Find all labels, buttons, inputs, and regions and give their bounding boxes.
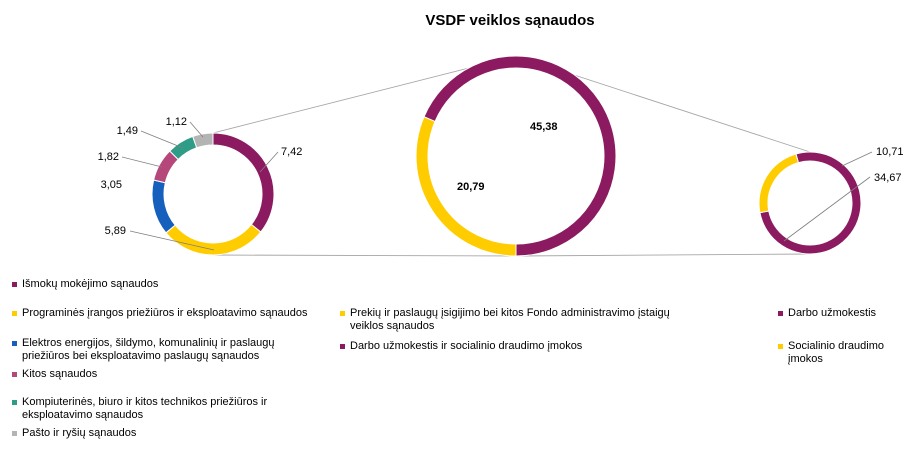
legend-label: Pašto ir ryšių sąnaudos — [22, 427, 137, 439]
legend-swatch — [12, 400, 17, 405]
legend-label: Elektros energijos, šildymo, komunalinių… — [22, 337, 275, 362]
slice — [165, 223, 262, 256]
leader-line — [841, 151, 873, 167]
legend-item: Kompiuterinės, biuro ir kitos technikos … — [12, 396, 292, 422]
data-label: 20,79 — [457, 181, 485, 193]
legend-swatch — [340, 344, 345, 349]
data-label: 45,38 — [530, 121, 558, 133]
data-label: 1,12 — [166, 116, 187, 128]
data-label: 7,42 — [281, 146, 302, 158]
legend-item: Programinės įrangos priežiūros ir eksplo… — [12, 307, 322, 320]
data-label: 5,89 — [105, 225, 126, 237]
legend-swatch — [12, 372, 17, 377]
legend-item: Darbo užmokestis — [778, 307, 898, 320]
slice — [192, 132, 214, 149]
legend-item: Kitos sąnaudos — [12, 368, 302, 381]
legend-item: Elektros energijos, šildymo, komunalinių… — [12, 337, 302, 363]
slice — [151, 179, 176, 234]
data-label: 34,67 — [874, 172, 902, 184]
connector-line — [212, 55, 517, 134]
legend-label: Išmokų mokėjimo sąnaudos — [22, 278, 159, 290]
slice — [423, 55, 617, 257]
legend-swatch — [340, 311, 345, 316]
chart-title: VSDF veiklos sąnaudos — [425, 12, 594, 29]
legend-label: Darbo užmokestis ir socialinio draudimo … — [350, 340, 583, 352]
connector-line — [212, 254, 517, 257]
legend-swatch — [12, 341, 17, 346]
donut-middle: 20,79 45,38 — [415, 55, 617, 257]
legend-label: Kompiuterinės, biuro ir kitos technikos … — [22, 396, 268, 421]
legend-label: Programinės įrangos priežiūros ir eksplo… — [22, 307, 308, 319]
legend-swatch — [778, 344, 783, 349]
data-label: 1,82 — [98, 151, 119, 163]
legend-label: Kitos sąnaudos — [22, 368, 98, 380]
legend-label: Darbo užmokestis — [788, 307, 877, 319]
donut-left: 7,42 5,89 3,05 1,82 1,49 1,12 — [98, 116, 302, 256]
donut-right: 34,67 10,71 — [758, 146, 904, 255]
legend-swatch — [12, 282, 17, 287]
legend-item: Socialinio draudimo įmokos — [778, 340, 898, 366]
legend-swatch — [12, 311, 17, 316]
slice — [212, 132, 275, 233]
leader-line — [121, 156, 163, 168]
legend-item: Išmokų mokėjimo sąnaudos — [12, 278, 312, 291]
legend-item: Pašto ir ryšių sąnaudos — [12, 427, 302, 440]
slice — [758, 153, 800, 214]
data-label: 3,05 — [101, 179, 122, 191]
leader-line — [783, 176, 871, 242]
leader-line — [129, 230, 215, 251]
leader-line — [140, 130, 184, 149]
data-label: 10,71 — [876, 146, 904, 158]
data-label: 1,49 — [117, 125, 138, 137]
leader-line — [259, 151, 279, 173]
legend-item: Darbo užmokestis ir socialinio draudimo … — [340, 340, 700, 353]
legend-swatch — [778, 311, 783, 316]
leader-line — [189, 121, 204, 138]
legend-label: Prekių ir paslaugų įsigijimo bei kitos F… — [350, 307, 670, 332]
legend-swatch — [12, 431, 17, 436]
legend-label: Socialinio draudimo įmokos — [788, 340, 884, 365]
legend-item: Prekių ir paslaugų įsigijimo bei kitos F… — [340, 307, 700, 333]
connector-lines — [212, 55, 811, 257]
connector-line — [515, 253, 811, 257]
